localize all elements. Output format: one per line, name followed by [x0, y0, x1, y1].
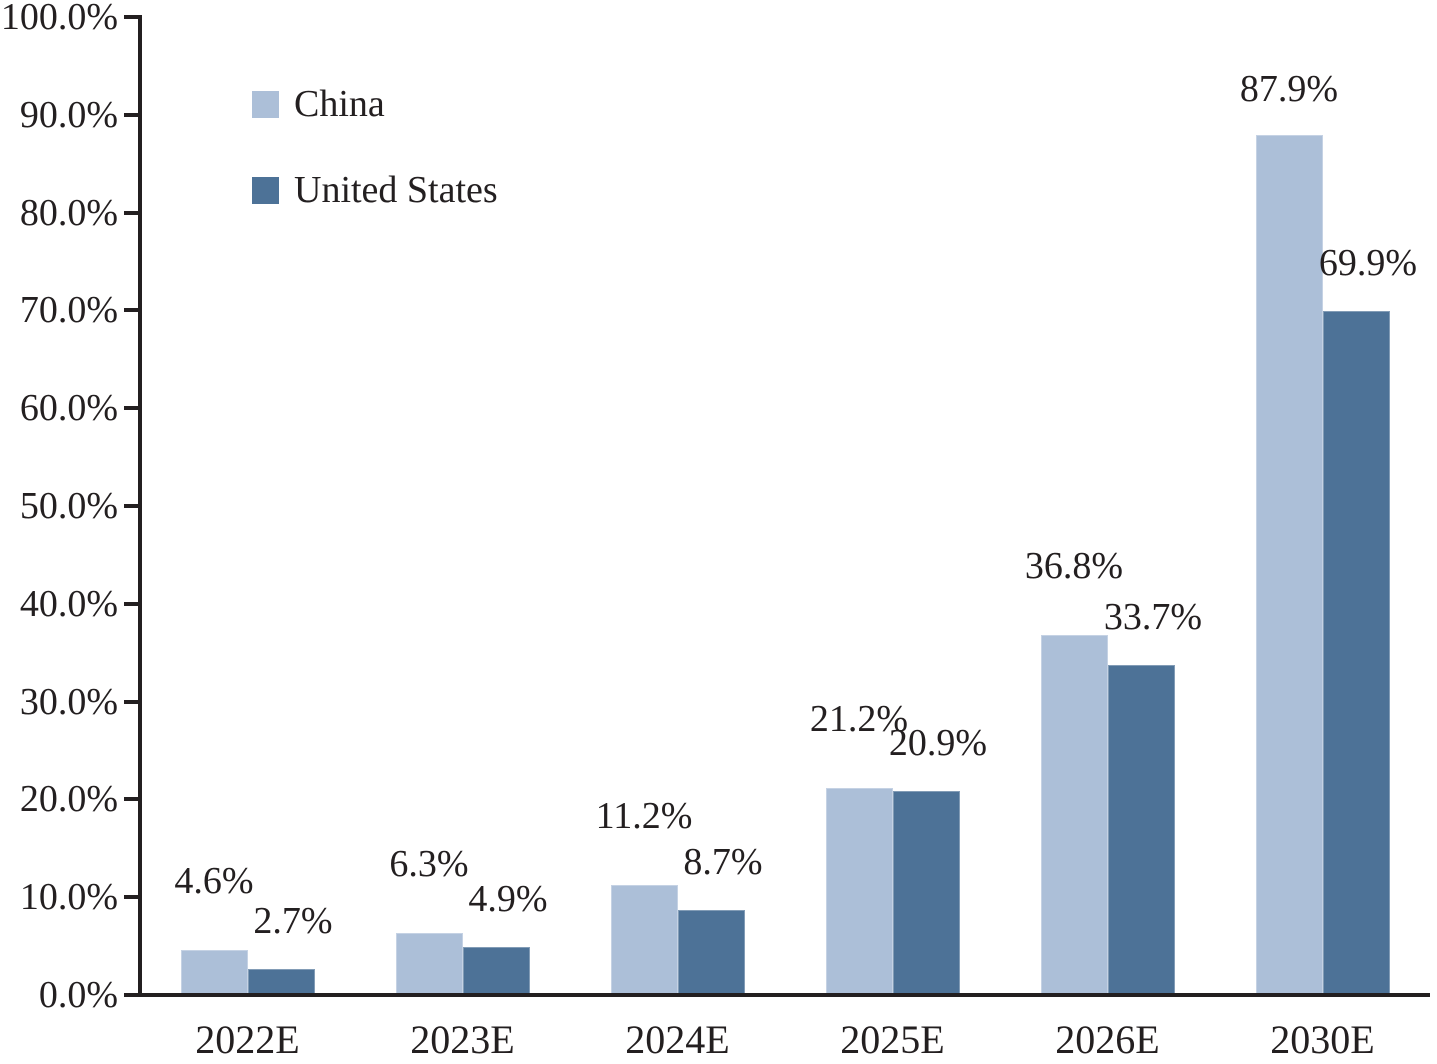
x-axis-label-2025e: 2025E [840, 1017, 945, 1062]
y-axis-tick [124, 504, 139, 508]
y-axis-tick [124, 112, 139, 117]
value-label-united-states-2022e: 2.7% [253, 899, 333, 942]
bar-china-2024e [610, 885, 678, 995]
y-axis-line [138, 15, 142, 997]
x-axis-label-2030e: 2030E [1270, 1017, 1375, 1062]
bar-united-states-2030e [1322, 311, 1390, 995]
value-label-china-2022e: 4.6% [174, 860, 254, 902]
bar-united-states-2026e [1107, 665, 1175, 995]
x-axis-label-2024e: 2024E [625, 1017, 730, 1062]
bar-china-2022e [180, 950, 248, 995]
x-axis-label-2026e: 2026E [1055, 1017, 1160, 1062]
legend-label-united-states: United States [294, 169, 498, 211]
y-axis-tick-label: 100.0% [0, 0, 118, 38]
value-label-china-2026e: 36.8% [1024, 545, 1124, 588]
x-axis-line [138, 993, 1430, 997]
y-axis-tick-label: 10.0% [19, 876, 118, 919]
bar-china-2023e [395, 933, 463, 995]
y-axis-tick-label: 40.0% [19, 582, 118, 625]
value-label-united-states-2024e: 8.7% [683, 840, 763, 883]
y-axis-tick-label: 70.0% [19, 289, 118, 332]
legend-swatch-united-states [252, 176, 279, 204]
bar-united-states-2024e [677, 909, 745, 995]
x-axis-label-2023e: 2023E [410, 1017, 515, 1062]
value-label-china-2025e: 21.2% [809, 697, 909, 740]
y-axis-tick [124, 15, 139, 19]
legend-swatch-china [252, 90, 279, 118]
legend: China United States [252, 84, 498, 210]
y-axis-tick [124, 699, 139, 704]
y-axis-tick-label: 0.0% [38, 974, 118, 1016]
legend-item-china: China [252, 84, 498, 124]
y-axis-tick [124, 797, 139, 802]
value-label-united-states-2030e: 69.9% [1318, 242, 1418, 285]
y-axis-tick [124, 895, 139, 900]
value-label-united-states-2026e: 33.7% [1103, 596, 1203, 639]
value-label-china-2030e: 87.9% [1239, 68, 1339, 111]
y-axis-tick-label: 90.0% [19, 93, 118, 136]
y-axis-tick-label: 80.0% [19, 191, 118, 234]
value-label-united-states-2025e: 20.9% [888, 721, 988, 764]
legend-item-united-states: United States [252, 170, 498, 210]
bar-china-2025e [825, 787, 893, 995]
bar-united-states-2022e [247, 968, 315, 995]
y-axis-tick-label: 50.0% [19, 485, 118, 527]
y-axis-tick-label: 20.0% [19, 778, 118, 821]
y-axis-tick [124, 993, 139, 997]
y-axis-tick-label: 30.0% [19, 680, 118, 723]
y-axis-tick [124, 406, 139, 411]
bar-united-states-2023e [462, 947, 530, 995]
x-axis-label-2022e: 2022E [195, 1017, 300, 1062]
y-axis-tick [124, 210, 139, 215]
bar-china-2030e [1255, 135, 1323, 995]
y-axis-tick [124, 601, 139, 606]
legend-label-china: China [294, 83, 385, 125]
y-axis-tick [124, 308, 139, 313]
value-label-china-2024e: 11.2% [595, 795, 693, 838]
value-label-united-states-2023e: 4.9% [468, 878, 548, 921]
y-axis-tick-label: 60.0% [19, 387, 118, 430]
bar-united-states-2025e [892, 790, 960, 995]
bar-china-2026e [1040, 635, 1108, 995]
value-label-china-2023e: 6.3% [389, 843, 469, 886]
